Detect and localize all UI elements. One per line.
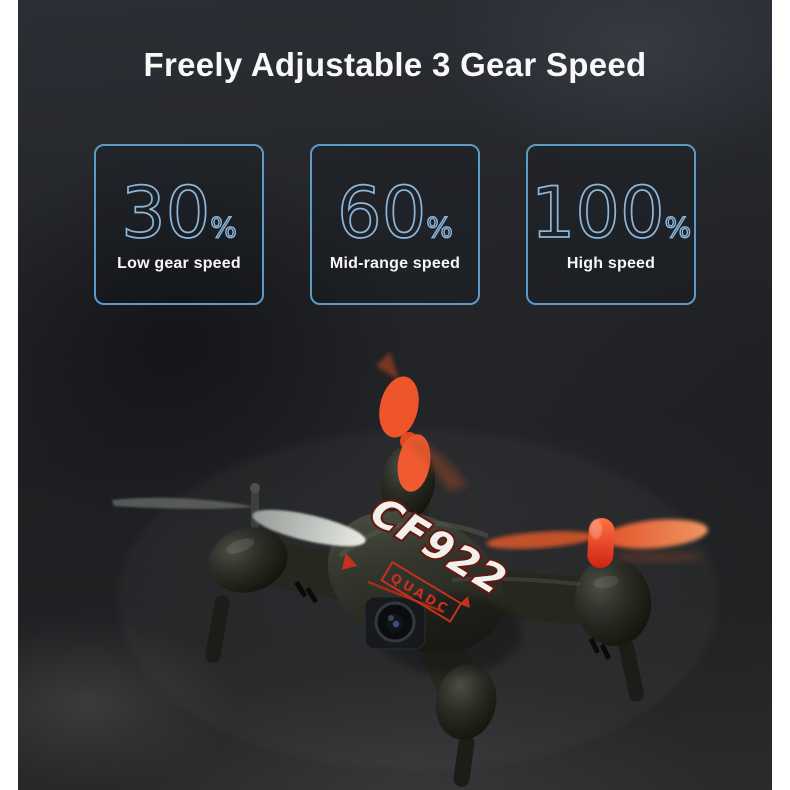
propeller-right-reflection [612,551,704,563]
speed-card-low: 30% Low gear speed [94,144,264,305]
propeller-top-wisp [376,352,399,380]
landing-leg-front [453,735,475,787]
propeller-left-dark-blade [112,497,254,509]
percent-value: 30 [121,172,210,251]
landing-leg-left [205,595,230,663]
speed-card-mid: 60% Mid-range speed [310,144,480,305]
landing-leg-right [619,640,644,702]
motor-cap-highlight [590,519,602,539]
propeller-top-motion-blur [409,436,467,491]
propeller-top [376,352,467,492]
propeller-top-upper-blade [379,376,419,438]
motor-pod-left [208,527,288,593]
svg-text:100%: 100% [531,172,691,251]
quad-badge-box [380,560,463,623]
propeller-right-right-blade [604,519,708,549]
drone-photo: CF922 QUADC [112,352,718,787]
propeller-right-left-blade [486,531,594,549]
motor-pod-front [435,664,497,740]
vent [589,638,600,654]
warning-triangle-right [459,596,470,608]
pod-highlight [593,575,619,589]
svg-text:60%: 60% [337,172,453,251]
percent-sign: % [210,211,237,244]
left-white-margin [0,0,18,790]
headline: Freely Adjustable 3 Gear Speed [143,46,647,83]
percent-display: 60% [336,171,453,251]
arm-highlight [451,576,581,586]
vent [600,644,611,660]
vent [305,587,318,603]
pod-highlight [225,538,255,554]
camera-lens-ring [374,601,416,643]
vent [294,581,307,597]
card-label: Mid-range speed [329,255,461,272]
motor-pod-right [574,558,652,646]
card-label: Low gear speed [117,255,241,272]
percent-display: 30% [120,171,237,251]
card-label: High speed [566,255,656,272]
percent-sign: % [426,211,453,244]
camera-lens-element [392,620,400,628]
hero-graphic: Freely Adjustable 3 Gear Speed 30% Low g… [18,0,772,790]
speed-cards: 30% Low gear speed 60% Mid-range speed 1… [18,144,772,305]
camera [364,596,426,650]
percent-display: 100% [530,171,692,251]
vents [294,581,611,660]
decal-stripe [367,580,445,614]
percent-value: 60 [337,172,426,251]
svg-text:30%: 30% [121,172,237,251]
motor-shaft-tip [250,483,260,493]
percent-value: 100 [531,172,665,251]
propeller-right [486,518,708,568]
percent-sign: % [665,211,692,244]
speed-card-high: 100% High speed [526,144,696,305]
right-white-margin [772,0,790,790]
warning-triangle-left [341,553,358,570]
propeller-left-silver-blade [252,509,366,547]
camera-lens-glint [388,615,394,621]
